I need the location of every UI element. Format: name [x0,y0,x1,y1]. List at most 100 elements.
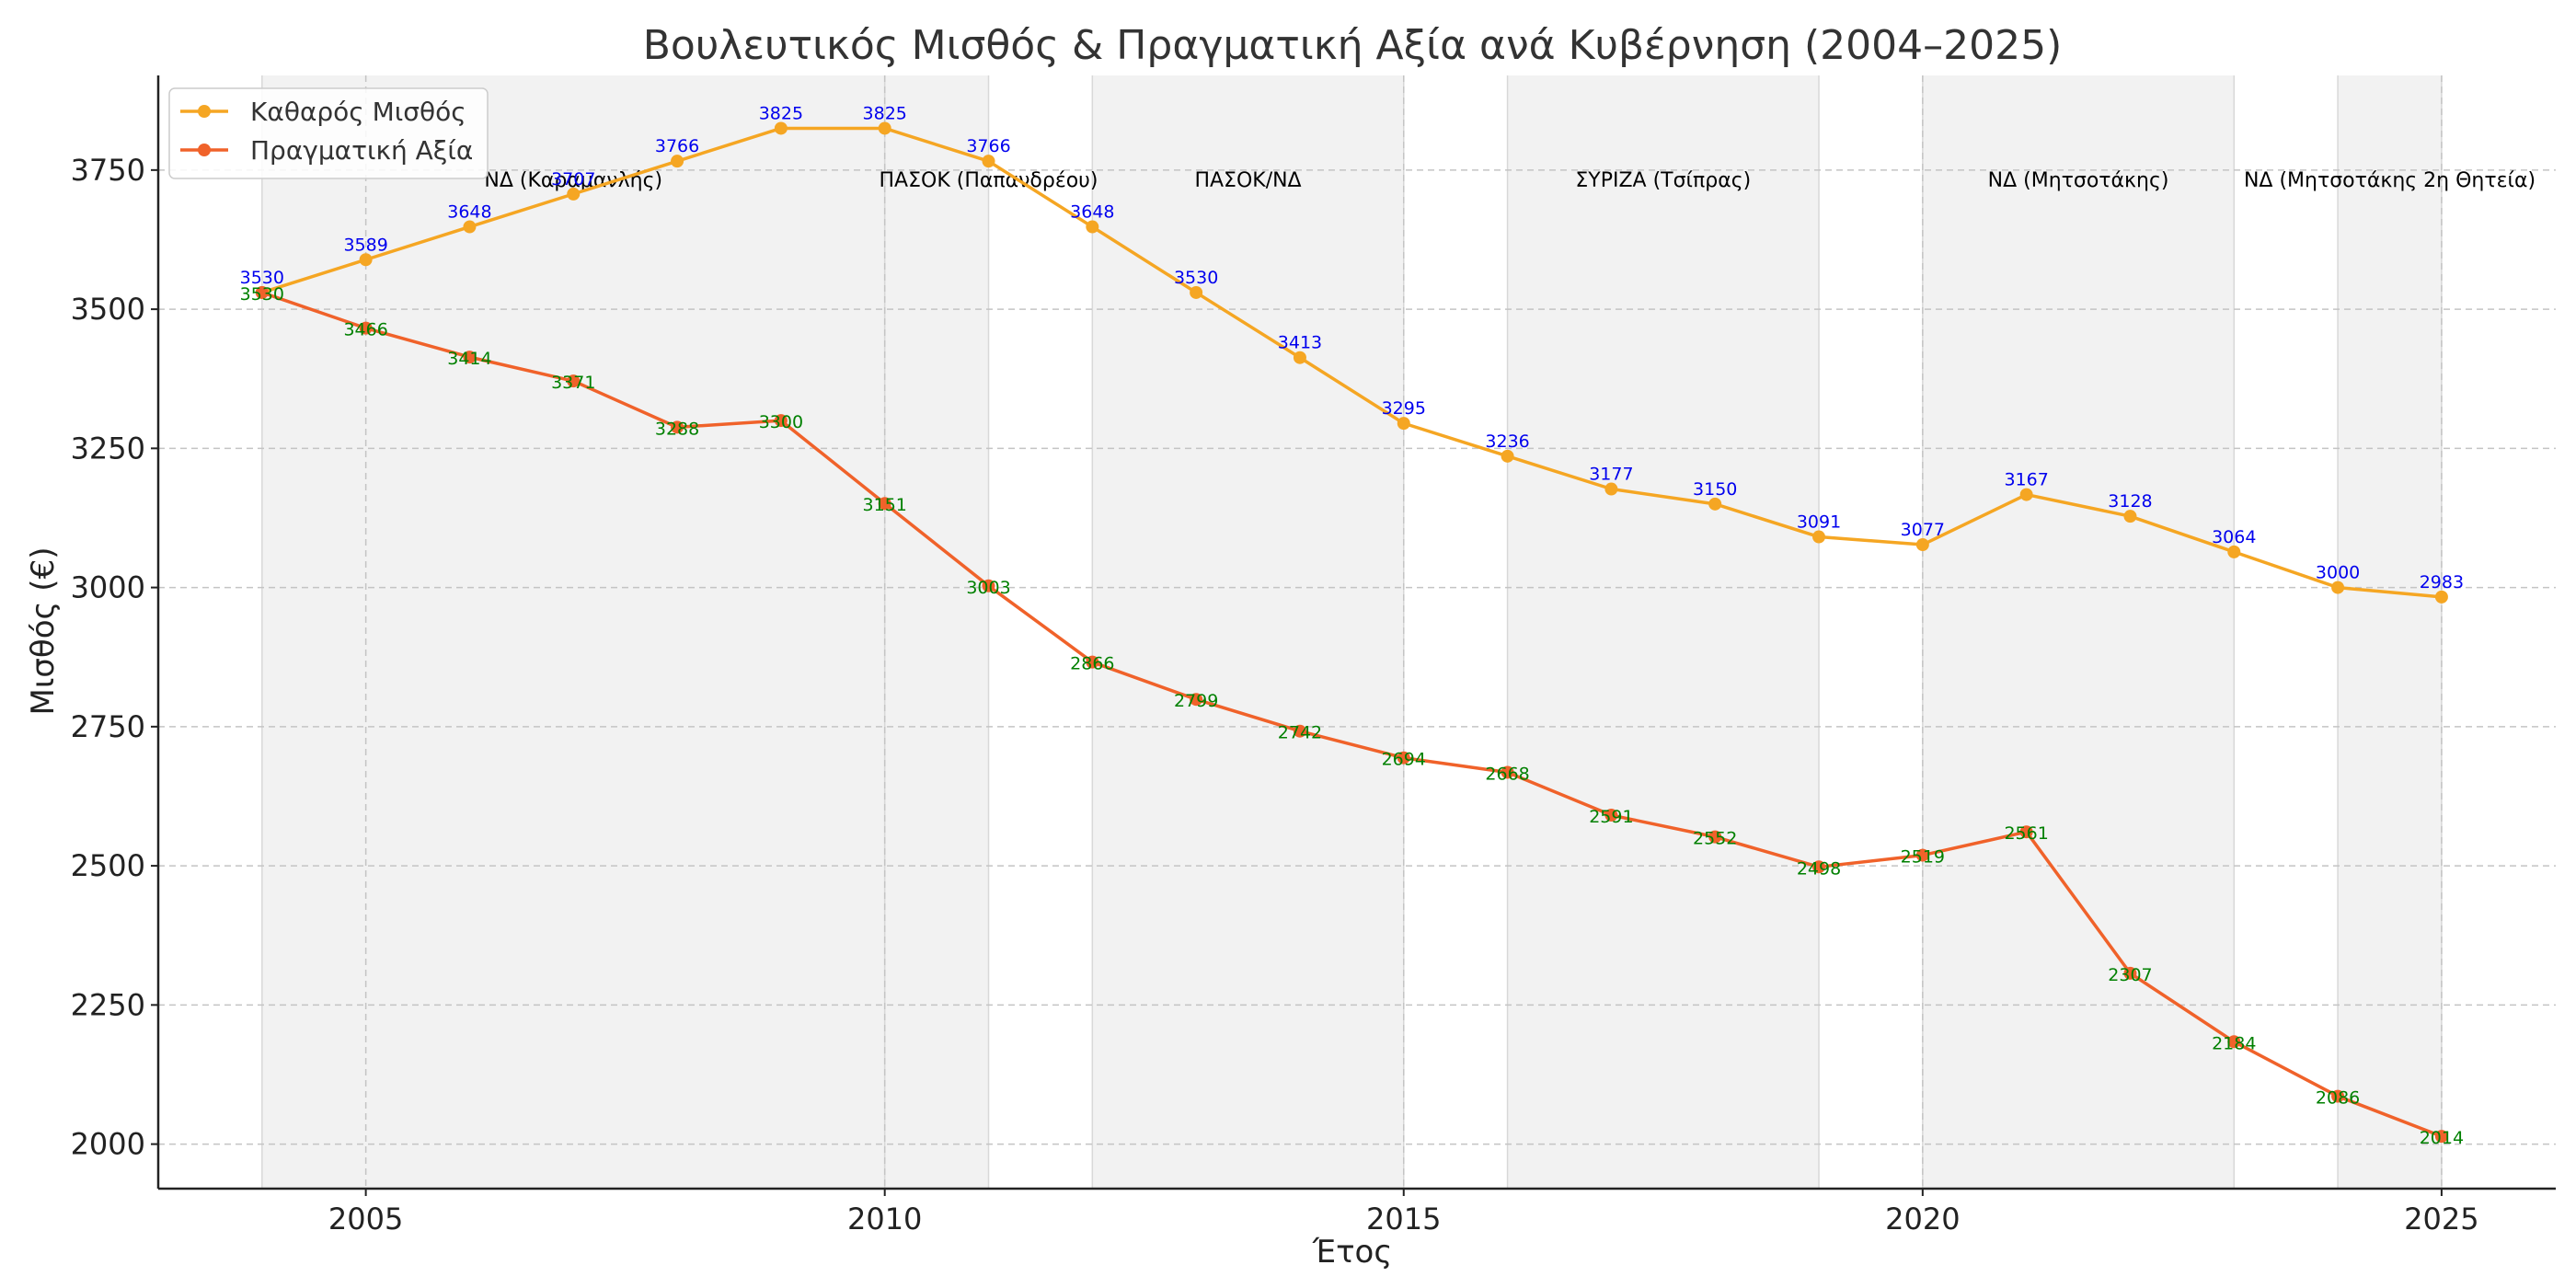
data-label-real: 3300 [759,412,803,432]
data-label-nominal: 3091 [1797,512,1841,533]
data-label-real: 2307 [2108,965,2152,985]
data-label-nominal: 3150 [1693,479,1737,500]
point-real [671,420,684,434]
data-label-real: 3466 [343,320,387,340]
data-label-real: 3530 [240,284,284,305]
data-label-nominal: 3766 [655,136,699,156]
point-real [878,497,891,511]
legend-label-real: Πραγματική Αξία [250,135,473,166]
data-labels: 3530 3589 3648 3707 3766 3825 3825 3766 3648 3530… [240,103,2464,1148]
point-nominal [1190,285,1203,299]
x-tick-label: 2025 [2404,1202,2478,1236]
data-label-nominal: 3530 [240,268,284,288]
grid-lines [158,75,2556,1189]
point-real [1604,809,1618,822]
point-nominal [463,220,477,234]
data-label-nominal: 3648 [447,202,491,223]
legend-label-nominal: Καθαρός Μισθός [250,97,466,127]
data-label-real: 2591 [1589,807,1633,827]
legend-marker-real [198,144,211,156]
data-label-nominal: 3589 [343,235,387,255]
point-real [982,579,995,592]
point-real [1501,765,1514,779]
data-label-nominal: 2983 [2420,572,2464,592]
point-real [1293,724,1306,738]
x-axis-label: Έτος [1312,1234,1393,1271]
point-nominal [2434,590,2448,604]
government-label: ΣΥΡΙΖΑ (Τσίπρας) [1575,169,1751,192]
y-axis-label: Μισθός (€) [25,547,62,716]
data-label-real: 2086 [2316,1088,2360,1109]
axes [156,75,2556,1190]
point-real [2331,1089,2345,1103]
y-tick-label: 3500 [71,292,145,327]
point-nominal [1812,530,1826,544]
government-label: ΝΔ (Μητσοτάκης) [1988,169,2169,192]
data-label-nominal: 3825 [863,103,907,123]
y-tick-label: 2000 [71,1127,145,1162]
data-label-real: 3288 [655,419,699,439]
legend-marker-nominal [198,105,211,118]
data-label-real: 2561 [2004,823,2048,844]
point-nominal [982,155,995,168]
data-label-real: 3003 [966,578,1010,598]
data-label-nominal: 3707 [551,169,595,190]
government-label: ΠΑΣΟΚ/ΝΔ [1194,169,1301,192]
legend-box [168,87,489,179]
point-nominal [671,155,684,168]
data-label-nominal: 3167 [2004,470,2048,490]
point-nominal [567,187,581,201]
point-nominal [2331,581,2345,594]
data-label-real: 2668 [1485,764,1529,784]
series-line-real [261,291,2443,1138]
point-nominal [2227,545,2241,558]
data-label-real: 2799 [1174,691,1218,711]
government-band [1507,75,1820,1189]
data-label-nominal: 3077 [1901,520,1945,540]
point-real [1915,848,1929,862]
point-nominal [359,253,373,267]
data-label-nominal: 3064 [2212,527,2256,547]
data-label-real: 3371 [551,373,595,393]
point-nominal [774,121,788,135]
x-tick-label: 2020 [1885,1202,1960,1236]
government-bands [261,75,2443,1189]
data-label-nominal: 3236 [1485,431,1529,452]
point-real [2227,1035,2241,1049]
y-tick-label: 2750 [71,709,145,744]
point-real [1812,860,1826,874]
government-band [884,75,989,1189]
data-label-real: 2742 [1278,723,1322,743]
y-tick-label: 2250 [71,987,145,1022]
tick-labels: 2000 2250 2500 2750 3000 3250 3500 3750 2005 2010… [71,153,2479,1236]
data-label-real: 2498 [1797,858,1841,879]
government-label: ΠΑΣΟΚ (Παπανδρέου) [880,169,1098,192]
data-label-nominal: 3413 [1278,333,1322,353]
data-label-real: 3414 [447,349,491,369]
point-nominal [1708,497,1722,511]
data-label-real: 2519 [1901,847,1945,868]
point-nominal [878,121,891,135]
chart-title: Βουλευτικός Μισθός & Πραγματική Αξία ανά… [643,22,2063,69]
point-nominal [1501,449,1514,463]
data-label-real: 2552 [1693,829,1737,849]
data-label-nominal: 3128 [2108,491,2152,512]
point-real [1397,751,1410,765]
point-real [2434,1130,2448,1144]
government-band [1092,75,1404,1189]
point-nominal [2123,510,2137,523]
point-nominal [1086,220,1099,234]
data-label-nominal: 3295 [1382,398,1426,419]
y-tick-label: 3250 [71,431,145,466]
point-real [359,321,373,335]
point-real [1708,830,1722,844]
point-nominal [1915,538,1929,552]
point-nominal [1604,482,1618,496]
point-real [774,414,788,428]
data-label-nominal: 3648 [1070,202,1114,223]
point-real [255,285,269,299]
data-label-nominal: 3766 [966,136,1010,156]
data-label-real: 3151 [863,495,907,515]
government-band [1922,75,2235,1189]
